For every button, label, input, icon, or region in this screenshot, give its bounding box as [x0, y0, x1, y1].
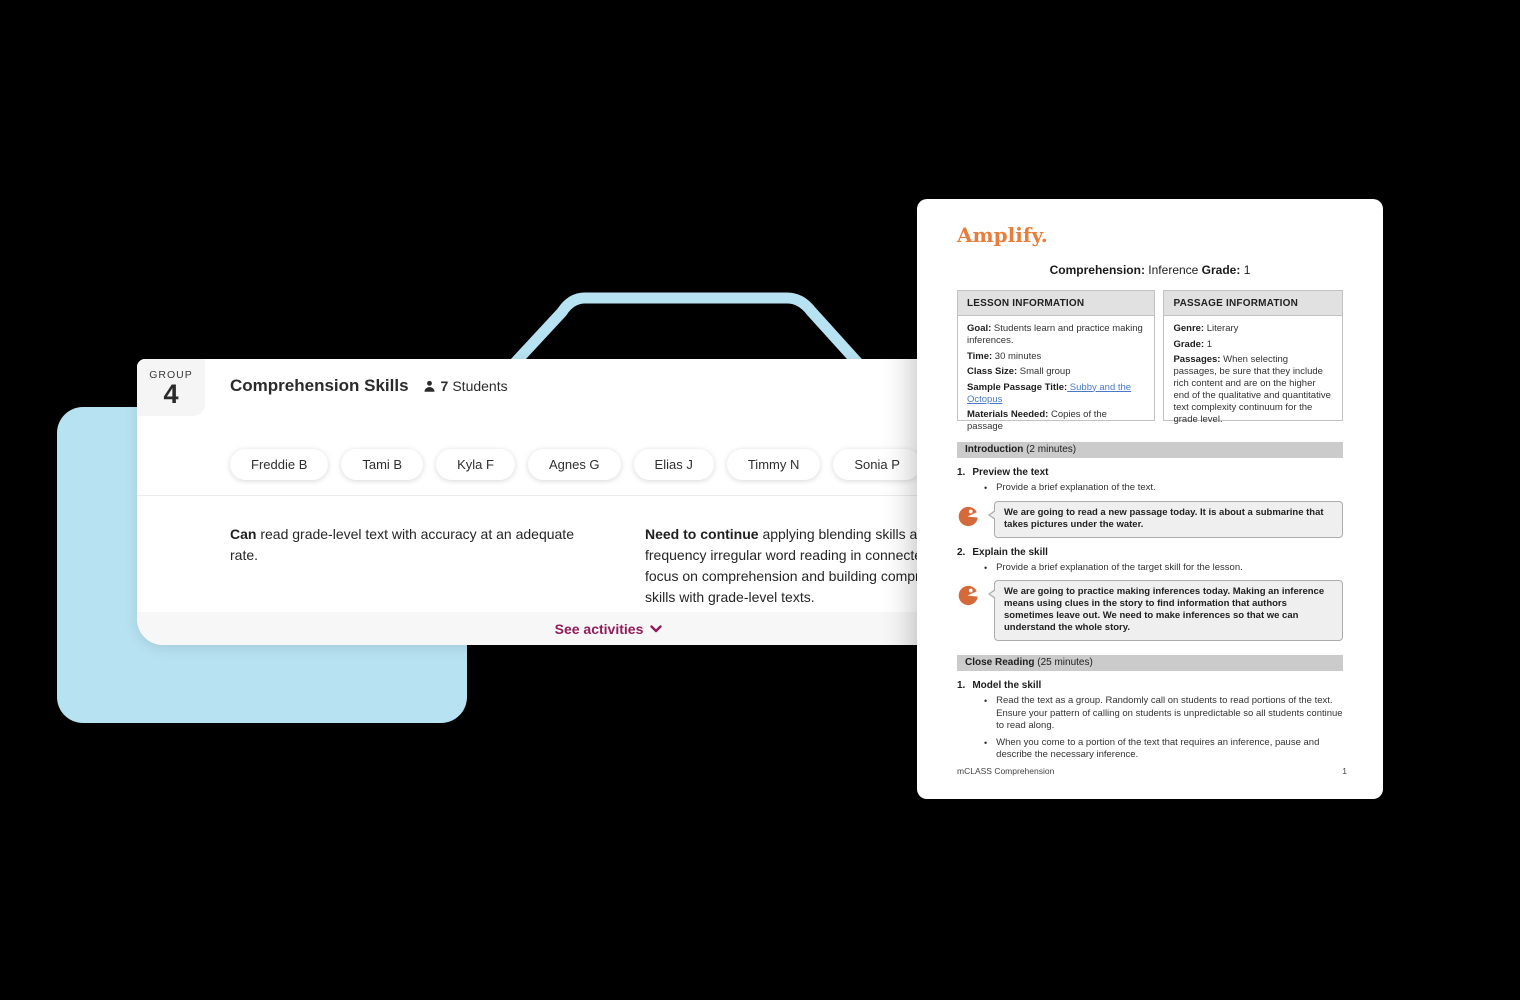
document-footer: mCLASS Comprehension 1: [957, 766, 1347, 776]
see-activities-button[interactable]: See activities: [555, 621, 663, 637]
strength-lead: Can: [230, 526, 257, 542]
step-preview-the-text: 1. Preview the text • Provide a brief expl…: [957, 467, 1343, 495]
student-chip[interactable]: Kyla F: [436, 449, 515, 480]
student-chip-row: Freddie B Tami B Kyla F Agnes G Elias J …: [230, 449, 1064, 480]
teacher-script-bubble: We are going to practice making inferenc…: [988, 580, 1343, 641]
step-bullet: • Provide a brief explanation of the text…: [984, 482, 1156, 493]
footer-product-name: mCLASS Comprehension: [957, 766, 1055, 776]
amplify-logo: Amplify.: [957, 223, 1048, 247]
divider: [137, 495, 1080, 496]
title-grade-label: Grade:: [1201, 263, 1241, 277]
document-page: Amplify. Comprehension: Inference Grade:…: [917, 199, 1383, 799]
table-row: Materials Needed: Copies of the passage: [967, 409, 1107, 432]
table-row: Goal: Students learn and practice making…: [967, 323, 1143, 346]
table-row: Sample Passage Title: Subby and the Octo…: [967, 381, 1132, 405]
lesson-information-body: Goal: Students learn and practice making…: [958, 316, 1154, 432]
table-row: Grade: 1: [1173, 338, 1213, 350]
see-activities-label: See activities: [554, 620, 644, 637]
title-skill-label: Comprehension:: [1049, 263, 1145, 277]
group-number-tab: GROUP 4: [137, 359, 205, 416]
passage-information-body: Genre: Literary Grade: 1 Passages: When …: [1164, 316, 1342, 425]
student-chip[interactable]: Freddie B: [230, 449, 329, 480]
student-count-label: Students: [452, 378, 508, 394]
passage-information-column: PASSAGE INFORMATION Genre: Literary Grad…: [1163, 290, 1343, 425]
teacher-script-row: We are going to read a new passage today…: [957, 500, 1343, 538]
group-title: Comprehension Skills: [230, 376, 409, 395]
student-chip[interactable]: Tami B: [341, 449, 424, 480]
student-count: 7 Students: [423, 378, 508, 394]
chevron-down-icon: [650, 624, 663, 632]
table-row: Class Size: Small group: [967, 366, 1071, 377]
table-row: Passages: When selecting passages, be su…: [1173, 354, 1331, 425]
document-title: Comprehension: Inference Grade: 1: [957, 263, 1343, 277]
lesson-plan-document: Amplify. Comprehension: Inference Grade:…: [917, 199, 1383, 799]
title-skill-value: Inference: [1144, 263, 1202, 277]
footer-page-number: 1: [1342, 766, 1347, 776]
need-lead: Need to continue: [645, 526, 759, 542]
info-table: LESSON INFORMATION Goal: Students learn …: [957, 290, 1343, 432]
group-tab-label: GROUP: [149, 368, 193, 381]
student-chip[interactable]: Timmy N: [726, 449, 821, 480]
table-row: Genre: Literary: [1173, 323, 1239, 334]
strength-description: Can read grade-level text with accuracy …: [230, 524, 610, 608]
teacher-script-bubble: We are going to read a new passage today…: [988, 500, 1343, 538]
sample-passage-link[interactable]: Subby and the Octopus: [967, 381, 1132, 405]
speaker-head-icon: [958, 506, 982, 526]
group-tab-number: 4: [163, 378, 179, 409]
section-header-introduction: Introduction (2 minutes): [957, 442, 1343, 458]
teacher-script-row: We are going to practice making inferenc…: [957, 580, 1343, 641]
student-chip[interactable]: Agnes G: [527, 449, 621, 480]
step-model-the-skill: 1. Model the skill • Read the text as a gr…: [957, 680, 1343, 761]
step-bullet: • When you come to a portion of the text …: [984, 736, 1320, 761]
step-explain-the-skill: 2. Explain the skill • Provide a brief exp…: [957, 547, 1343, 575]
table-row: Time: 30 minutes: [967, 350, 1042, 362]
person-icon: [424, 380, 435, 392]
lesson-information-header: LESSON INFORMATION: [958, 291, 1155, 316]
lesson-information-column: LESSON INFORMATION Goal: Students learn …: [957, 290, 1156, 432]
student-chip[interactable]: Elias J: [633, 449, 714, 480]
student-count-number: 7: [440, 378, 449, 394]
step-bullet: • Read the text as a group. Randomly call…: [984, 695, 1343, 731]
group-card-header: Comprehension Skills 7 Students: [230, 376, 508, 396]
step-bullet: • Provide a brief explanation of the targ…: [984, 561, 1243, 573]
title-grade-value: 1: [1240, 263, 1251, 277]
passage-information-header: PASSAGE INFORMATION: [1164, 291, 1342, 316]
speaker-head-icon: [958, 585, 982, 606]
student-chip[interactable]: Sonia P: [833, 449, 921, 480]
section-header-close-reading: Close Reading (25 minutes): [957, 655, 1343, 671]
strength-text: read grade-level text with accuracy at a…: [230, 526, 574, 563]
